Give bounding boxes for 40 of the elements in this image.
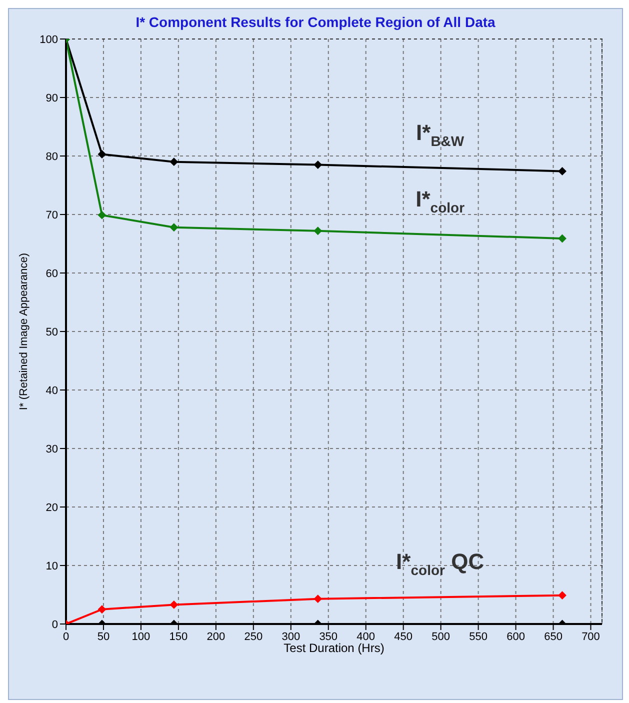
y-tick-label: 20 <box>46 502 58 514</box>
y-tick-label: 90 <box>46 92 58 104</box>
x-tick-label: 300 <box>282 630 300 643</box>
x-tick-label: 650 <box>544 630 562 643</box>
y-tick-label: 80 <box>46 150 58 163</box>
x-tick-label: 700 <box>582 630 600 643</box>
point <box>558 234 566 242</box>
point <box>170 223 178 232</box>
point <box>170 158 178 166</box>
point <box>314 160 322 169</box>
series-label: I*$_{color}$ <box>416 186 466 216</box>
x-axis-title: Test Duration (Hrs) <box>284 641 384 655</box>
y-tick-label: 70 <box>46 209 58 222</box>
point <box>98 150 106 158</box>
x-tick-label: 450 <box>394 630 413 643</box>
y-tick-label: 10 <box>46 560 58 572</box>
x-tick-label: 350 <box>319 630 338 643</box>
series-label: I*$_{B&W}$ <box>416 120 465 150</box>
y-tick-label: 100 <box>40 34 58 46</box>
y-tick-label: 30 <box>46 443 58 456</box>
x-tick-label: 400 <box>356 630 376 643</box>
x-tick-label: 150 <box>169 630 188 643</box>
y-tick-label: 40 <box>46 384 58 397</box>
point <box>314 226 322 235</box>
x-tick-label: 250 <box>244 630 263 643</box>
x-tick-label: 550 <box>469 630 488 643</box>
x-tick-label: 0 <box>62 630 70 643</box>
point <box>98 211 106 220</box>
y-tick-label: 60 <box>46 268 58 280</box>
x-tick-label: 500 <box>432 630 450 643</box>
series-label: I*$_{color}$ QC <box>396 549 484 578</box>
y-axis-title: I* (Retained Image Appearance) <box>18 252 30 410</box>
point <box>558 167 566 176</box>
x-tick-label: 100 <box>132 630 150 643</box>
x-tick-label: 600 <box>506 630 525 643</box>
chart-title: I* Component Results for Complete Region of All Data <box>136 14 496 30</box>
y-tick-label: 50 <box>46 326 58 338</box>
x-tick-label: 50 <box>97 630 110 643</box>
y-tick-label: 0 <box>52 618 58 631</box>
x-tick-label: 200 <box>206 630 226 643</box>
